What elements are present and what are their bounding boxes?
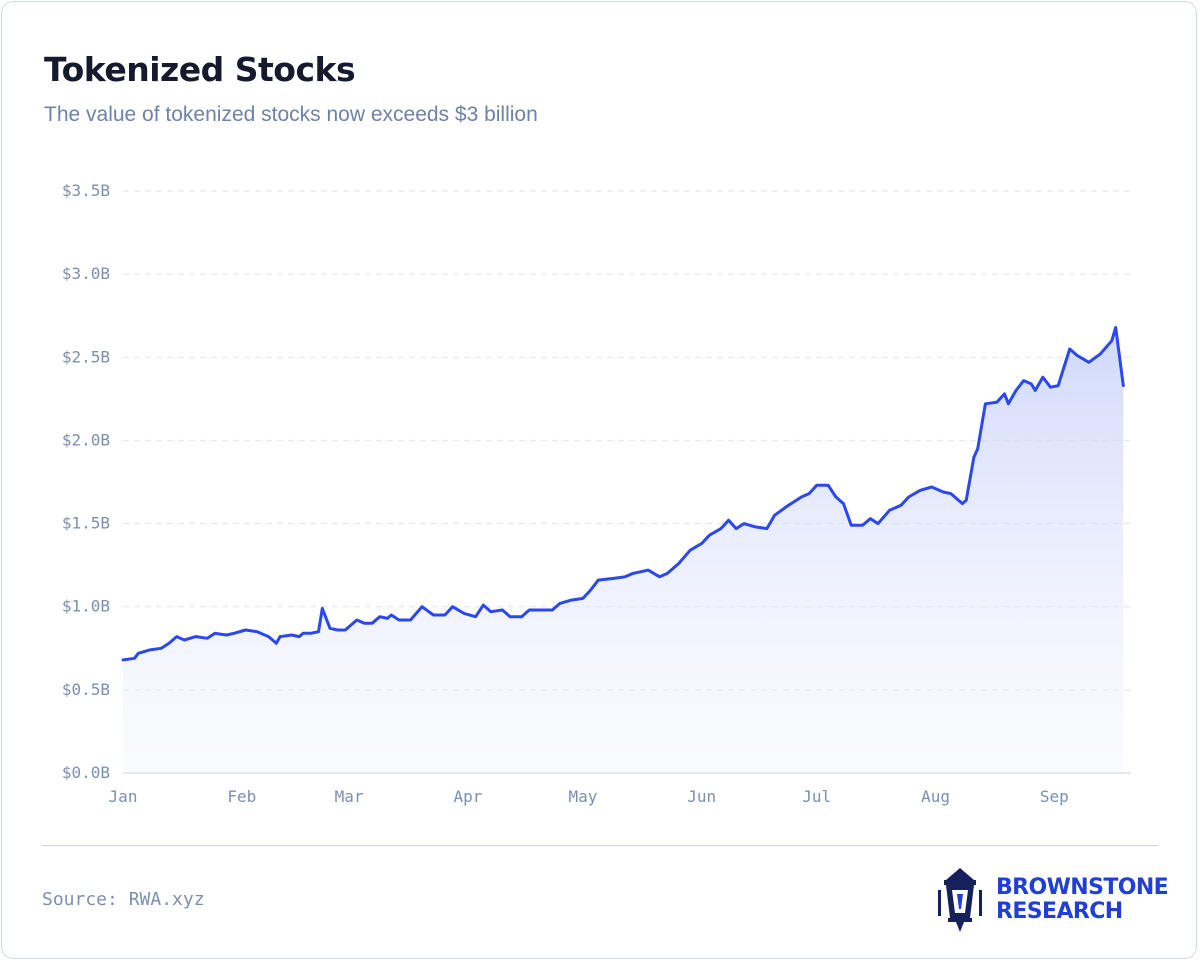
y-tick-label: $2.5B [62, 347, 110, 366]
x-tick-label: May [568, 787, 597, 806]
y-axis: $0.0B $0.5B $1.0B $1.5B $2.0B $2.5B $3.0B $3.5B [62, 181, 110, 782]
y-tick-label: $3.0B [62, 264, 110, 283]
x-tick-label: Aug [921, 787, 950, 806]
series-line [121, 325, 1125, 662]
chart-title: Tokenized Stocks [44, 50, 356, 89]
x-tick-label: Sep [1040, 787, 1069, 806]
brand-line-1: BROWNSTONE [996, 875, 1169, 900]
brand-name: BROWNSTONE RESEARCH [996, 875, 1169, 924]
chart-subtitle: The value of tokenized stocks now exceed… [44, 103, 538, 126]
y-tick-label: $0.5B [62, 680, 110, 699]
x-tick-label: Jan [109, 787, 138, 806]
y-tick-label: $1.0B [62, 597, 110, 616]
x-tick-label: Apr [453, 787, 482, 806]
x-tick-label: Jun [687, 787, 716, 806]
footer-divider [42, 845, 1158, 846]
source-note: Source: RWA.xyz [42, 889, 205, 910]
x-axis: Jan Feb Mar Apr May Jun Jul Aug Sep [109, 787, 1069, 806]
brand-logo: BROWNSTONE RESEARCH [930, 866, 1170, 936]
x-tick-label: Jul [802, 787, 831, 806]
lantern-icon [938, 868, 982, 932]
x-tick-label: Feb [227, 787, 256, 806]
y-tick-label: $3.5B [62, 181, 110, 200]
x-tick-label: Mar [335, 787, 364, 806]
y-tick-label: $1.5B [62, 514, 110, 533]
brand-line-2: RESEARCH [996, 899, 1123, 924]
series-area-fill [123, 327, 1124, 773]
y-tick-label: $0.0B [62, 763, 110, 782]
y-tick-label: $2.0B [62, 430, 110, 449]
area-layer [121, 325, 1125, 773]
